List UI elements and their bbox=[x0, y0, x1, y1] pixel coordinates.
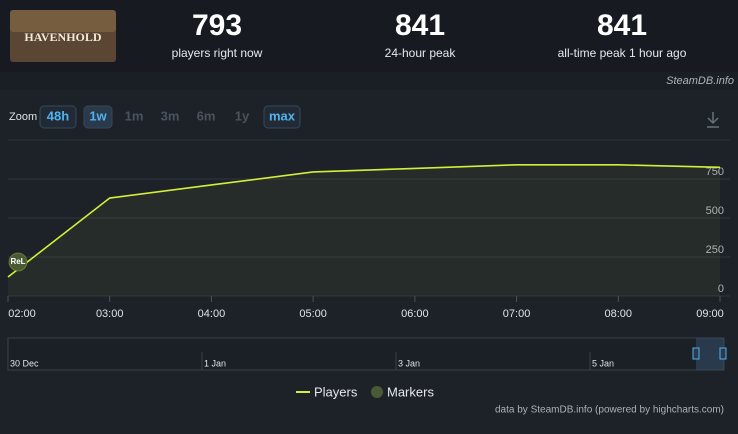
stat-value: 841 bbox=[395, 9, 445, 42]
stat-label: players right now bbox=[172, 46, 263, 60]
navigator-handle[interactable] bbox=[692, 347, 700, 360]
stat-label: all-time peak 1 hour ago bbox=[558, 46, 687, 60]
area bbox=[8, 164, 720, 296]
zoom-option[interactable]: 6m bbox=[197, 108, 216, 123]
zoom-option[interactable]: 3m bbox=[161, 108, 180, 123]
source: SteamDB.info bbox=[666, 75, 734, 87]
y-tick-label: 500 bbox=[706, 205, 724, 217]
credits: data by SteamDB.info (powered by highcha… bbox=[495, 405, 724, 416]
y-tick-label: 250 bbox=[706, 244, 724, 256]
x-tick-label: 09:00 bbox=[696, 308, 724, 320]
y-tick-label: 750 bbox=[706, 166, 724, 178]
y-tick-label: 0 bbox=[718, 283, 724, 295]
zoom-option[interactable]: max bbox=[269, 108, 296, 123]
legend-swatch bbox=[371, 386, 383, 398]
navigator-label: 3 Jan bbox=[398, 358, 420, 368]
zoom-option[interactable]: 1w bbox=[89, 108, 107, 123]
legend-label[interactable]: Players bbox=[314, 384, 358, 399]
marker-label: ReL bbox=[10, 257, 25, 266]
navigator bbox=[7, 337, 725, 371]
zoom-option[interactable]: 48h bbox=[47, 108, 69, 123]
navigator-label: 30 Dec bbox=[10, 358, 39, 368]
source-band bbox=[0, 72, 738, 90]
x-tick-label: 03:00 bbox=[96, 308, 124, 320]
header-band bbox=[0, 0, 738, 72]
navigator-window[interactable] bbox=[696, 338, 724, 370]
navigator-label: 5 Jan bbox=[592, 358, 614, 368]
navigator-handle[interactable] bbox=[719, 347, 727, 360]
stat-value: 841 bbox=[597, 9, 647, 42]
navigator-label: 1 Jan bbox=[204, 358, 226, 368]
x-tick-label: 02:00 bbox=[8, 308, 36, 320]
zoom-option[interactable]: 1y bbox=[235, 108, 250, 123]
x-tick-label: 04:00 bbox=[198, 308, 226, 320]
x-tick-label: 07:00 bbox=[503, 308, 531, 320]
game-name: HAVENHOLD bbox=[24, 30, 101, 44]
marker bbox=[8, 252, 28, 272]
zoom-label: Zoom bbox=[9, 111, 37, 123]
legend-label[interactable]: Markers bbox=[387, 384, 434, 399]
x-tick-label: 05:00 bbox=[299, 308, 327, 320]
x-tick-label: 06:00 bbox=[401, 308, 429, 320]
stat-label: 24-hour peak bbox=[385, 46, 457, 60]
line bbox=[7, 164, 721, 278]
game-logo-sky bbox=[10, 10, 116, 32]
zoom-option[interactable]: 1m bbox=[125, 108, 144, 123]
zoom-button[interactable] bbox=[39, 105, 77, 129]
stat-value: 793 bbox=[192, 9, 242, 42]
download-icon[interactable] bbox=[707, 112, 719, 128]
x-tick-label: 08:00 bbox=[605, 308, 633, 320]
zoom-button[interactable] bbox=[83, 105, 113, 129]
zoom-button[interactable] bbox=[263, 105, 301, 129]
